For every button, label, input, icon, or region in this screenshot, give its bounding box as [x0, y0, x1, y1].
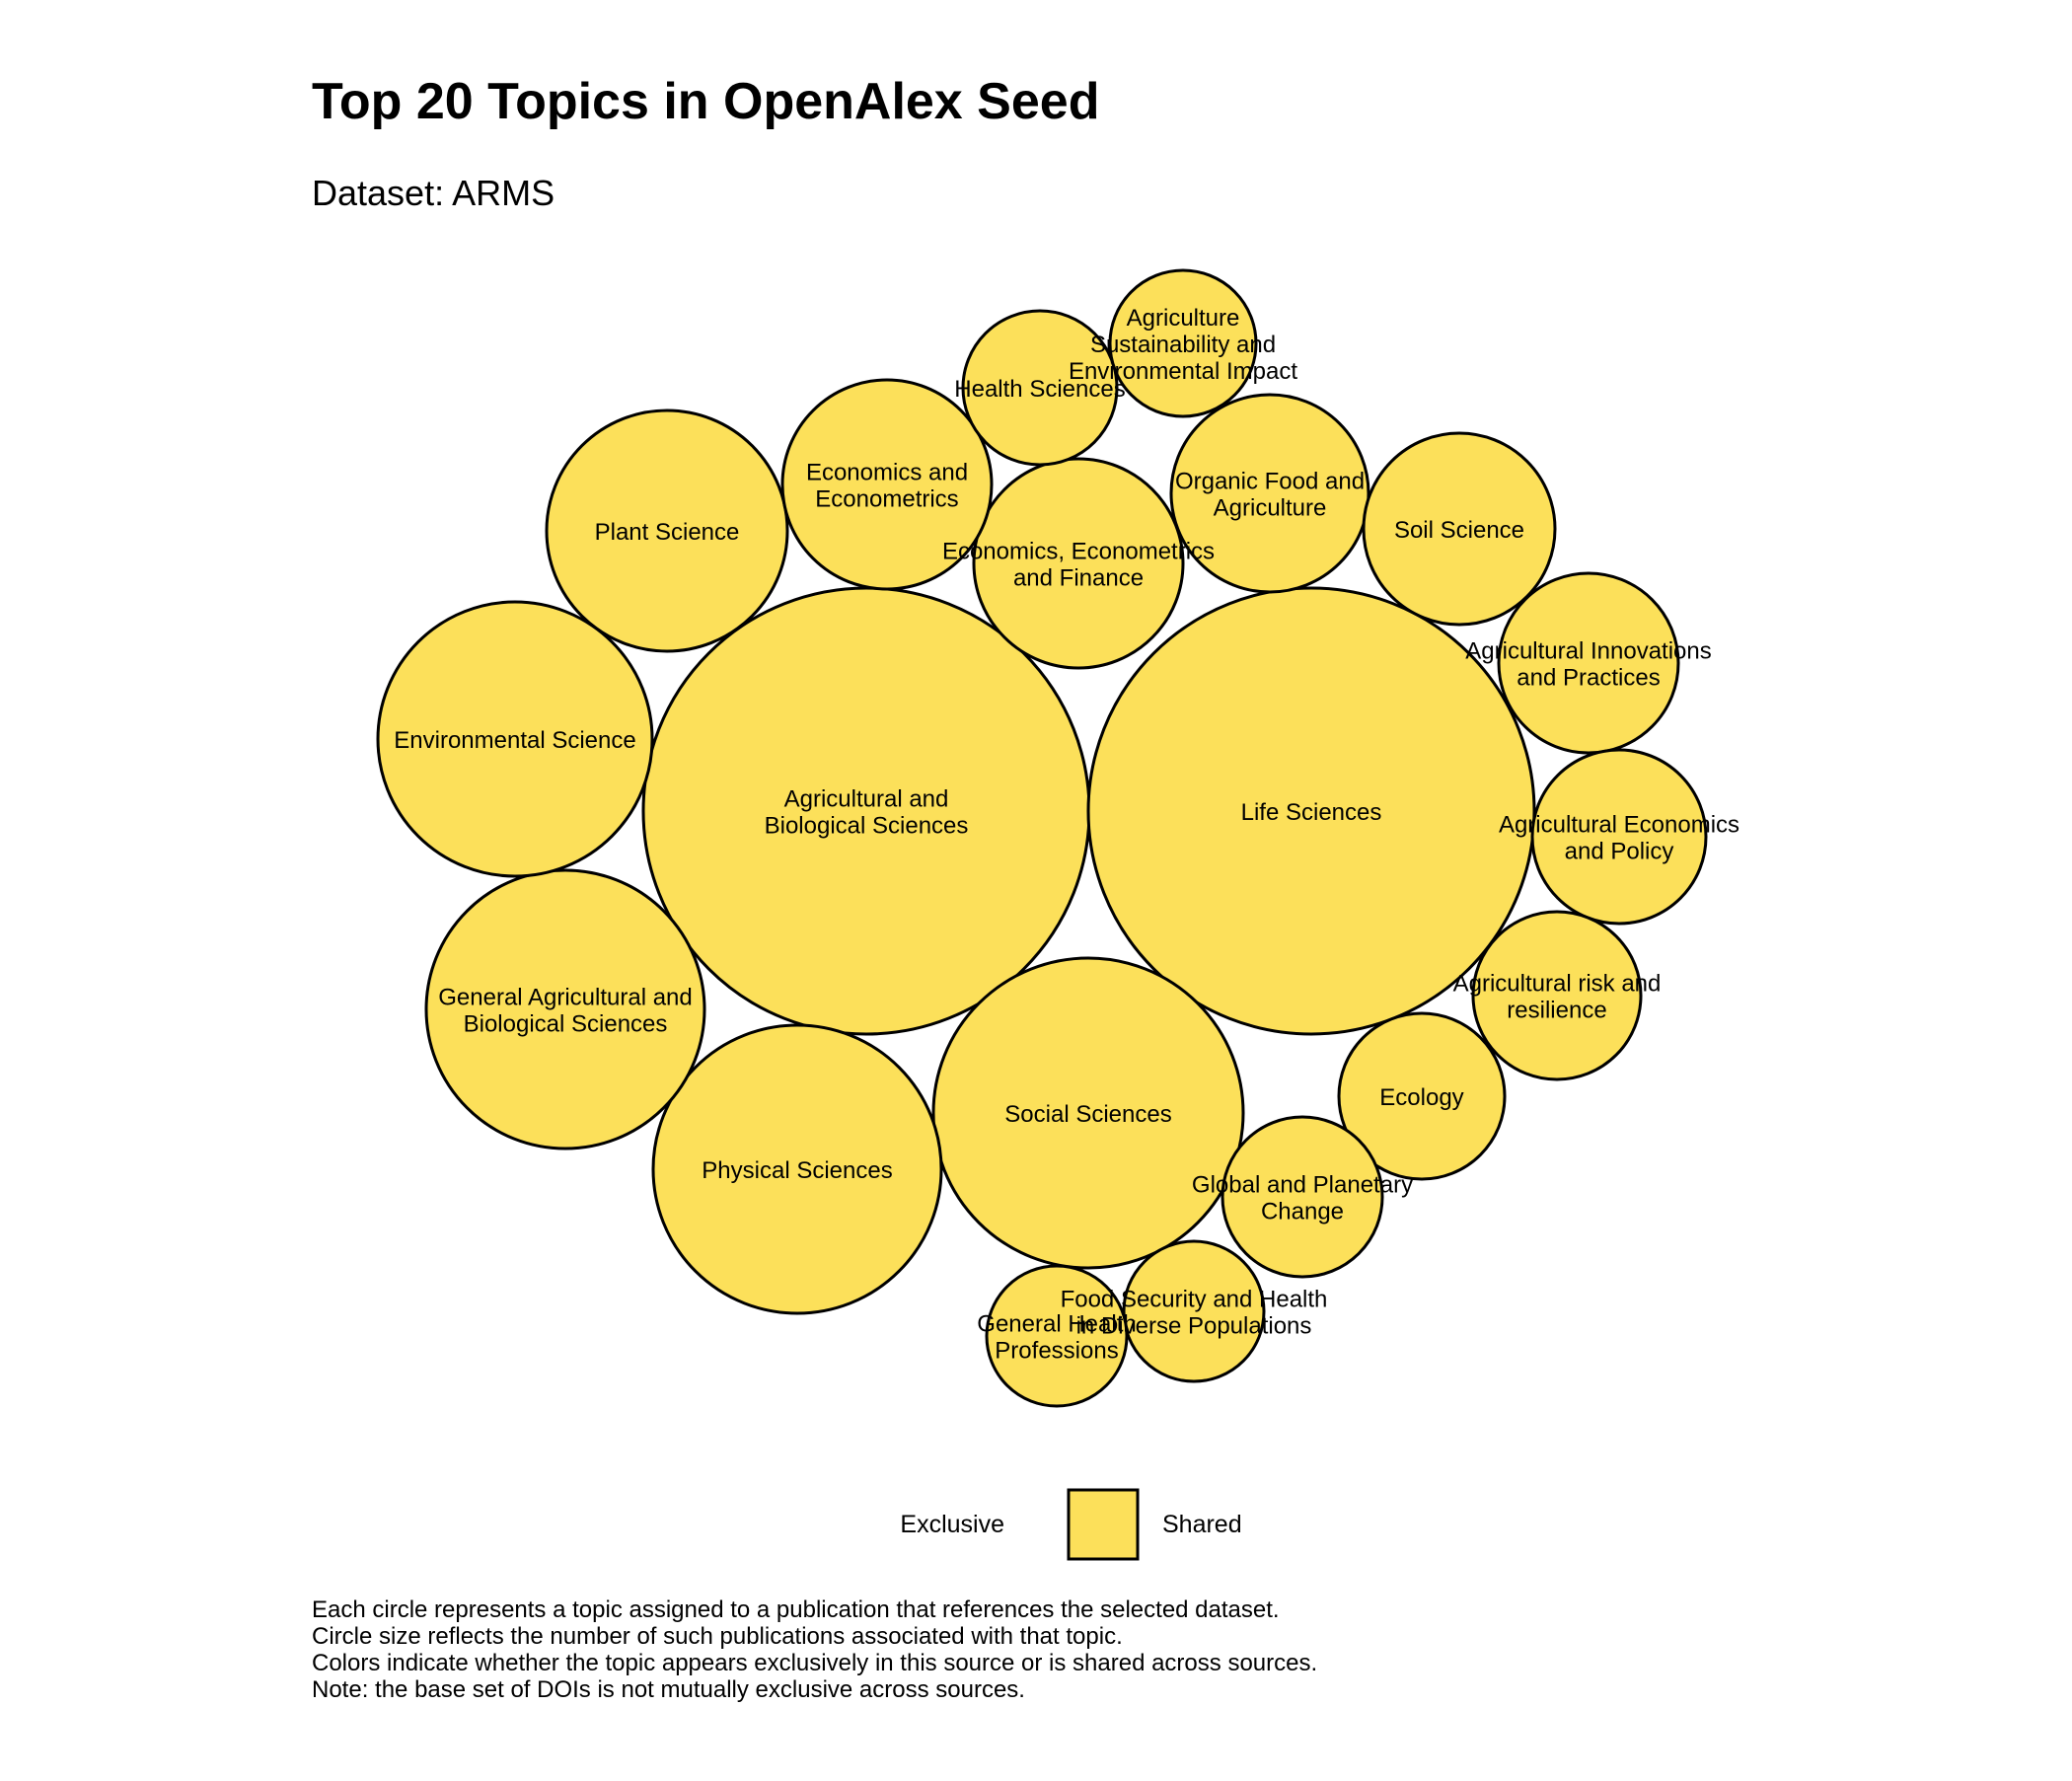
bubble-label: Environmental Science — [394, 727, 635, 754]
caption-line-3: Colors indicate whether the topic appear… — [312, 1650, 1317, 1676]
legend-shared-label: Shared — [1162, 1511, 1242, 1538]
bubble — [1086, 586, 1536, 1036]
bubble-label: and Policy — [1565, 839, 1674, 865]
bubble-label: Agriculture — [1127, 305, 1240, 332]
bubble-label: Professions — [995, 1338, 1118, 1365]
bubble — [651, 1023, 943, 1315]
caption-line-1: Each circle represents a topic assigned … — [312, 1596, 1280, 1623]
bubble-label: Econometrics — [815, 486, 958, 513]
bubble-label: Agricultural and — [784, 786, 949, 813]
bubble-label: Soil Science — [1394, 517, 1524, 544]
bubble — [1169, 393, 1370, 594]
bubble-label: Food Security and Health — [1061, 1287, 1328, 1313]
bubble-label: General Health — [977, 1311, 1136, 1338]
bubble — [1337, 1011, 1507, 1181]
bubble — [931, 956, 1245, 1270]
bubble — [1108, 268, 1258, 418]
bubble-label: in Diverse Populations — [1076, 1313, 1312, 1340]
bubble — [972, 457, 1185, 670]
chart-subtitle: Dataset: ARMS — [312, 173, 555, 213]
legend: Exclusive Shared — [900, 1488, 1242, 1561]
bubble — [376, 600, 654, 878]
bubble — [1471, 910, 1643, 1081]
bubble-label: Agricultural Economics — [1499, 812, 1739, 839]
bubble-label: Social Sciences — [1004, 1101, 1171, 1128]
bubble-label: Life Sciences — [1241, 799, 1382, 826]
bubble-label: Health Sciences — [954, 376, 1125, 403]
bubble-label: Physical Sciences — [702, 1157, 892, 1184]
bubble-label: and Practices — [1517, 665, 1660, 692]
bubble-label: Biological Sciences — [765, 813, 969, 840]
chart-title: Top 20 Topics in OpenAlex Seed — [312, 73, 1099, 130]
bubble-label: General Agricultural and — [438, 985, 692, 1011]
bubble-label: Plant Science — [595, 519, 740, 546]
caption: Each circle represents a topic assigned … — [312, 1596, 1317, 1703]
bubble — [961, 309, 1119, 467]
bubble — [1530, 748, 1708, 926]
bubble — [985, 1264, 1129, 1408]
bubble-label: resilience — [1507, 998, 1606, 1024]
bubble-label: and Finance — [1013, 565, 1144, 592]
bubble-label: Ecology — [1379, 1084, 1463, 1111]
bubble — [1221, 1115, 1384, 1279]
bubble-label: Agricultural risk and — [1453, 971, 1662, 998]
bubble-label: Economics and — [806, 460, 968, 486]
bubble — [545, 408, 789, 653]
bubble-label: Biological Sciences — [464, 1011, 668, 1038]
bubble-label: Economics, Econometrics — [942, 539, 1215, 565]
legend-shared-swatch — [1067, 1488, 1140, 1561]
bubble-label: Global and Planetary — [1192, 1172, 1413, 1199]
caption-line-2: Circle size reflects the number of such … — [312, 1623, 1123, 1650]
bubble — [780, 378, 994, 591]
bubble-label: Agricultural Innovations — [1465, 638, 1711, 665]
bubble-label: Environmental Impact — [1069, 358, 1297, 385]
bubble-label: Agriculture — [1214, 495, 1327, 522]
bubble — [1497, 571, 1680, 755]
legend-exclusive-label: Exclusive — [900, 1511, 1004, 1538]
bubble-label: Change — [1261, 1199, 1344, 1225]
bubble — [1362, 431, 1557, 627]
bubble-label: Sustainability and — [1090, 332, 1276, 358]
caption-line-4: Note: the base set of DOIs is not mutual… — [312, 1676, 1025, 1703]
bubble — [424, 868, 706, 1150]
bubble-label: Organic Food and — [1175, 469, 1365, 495]
